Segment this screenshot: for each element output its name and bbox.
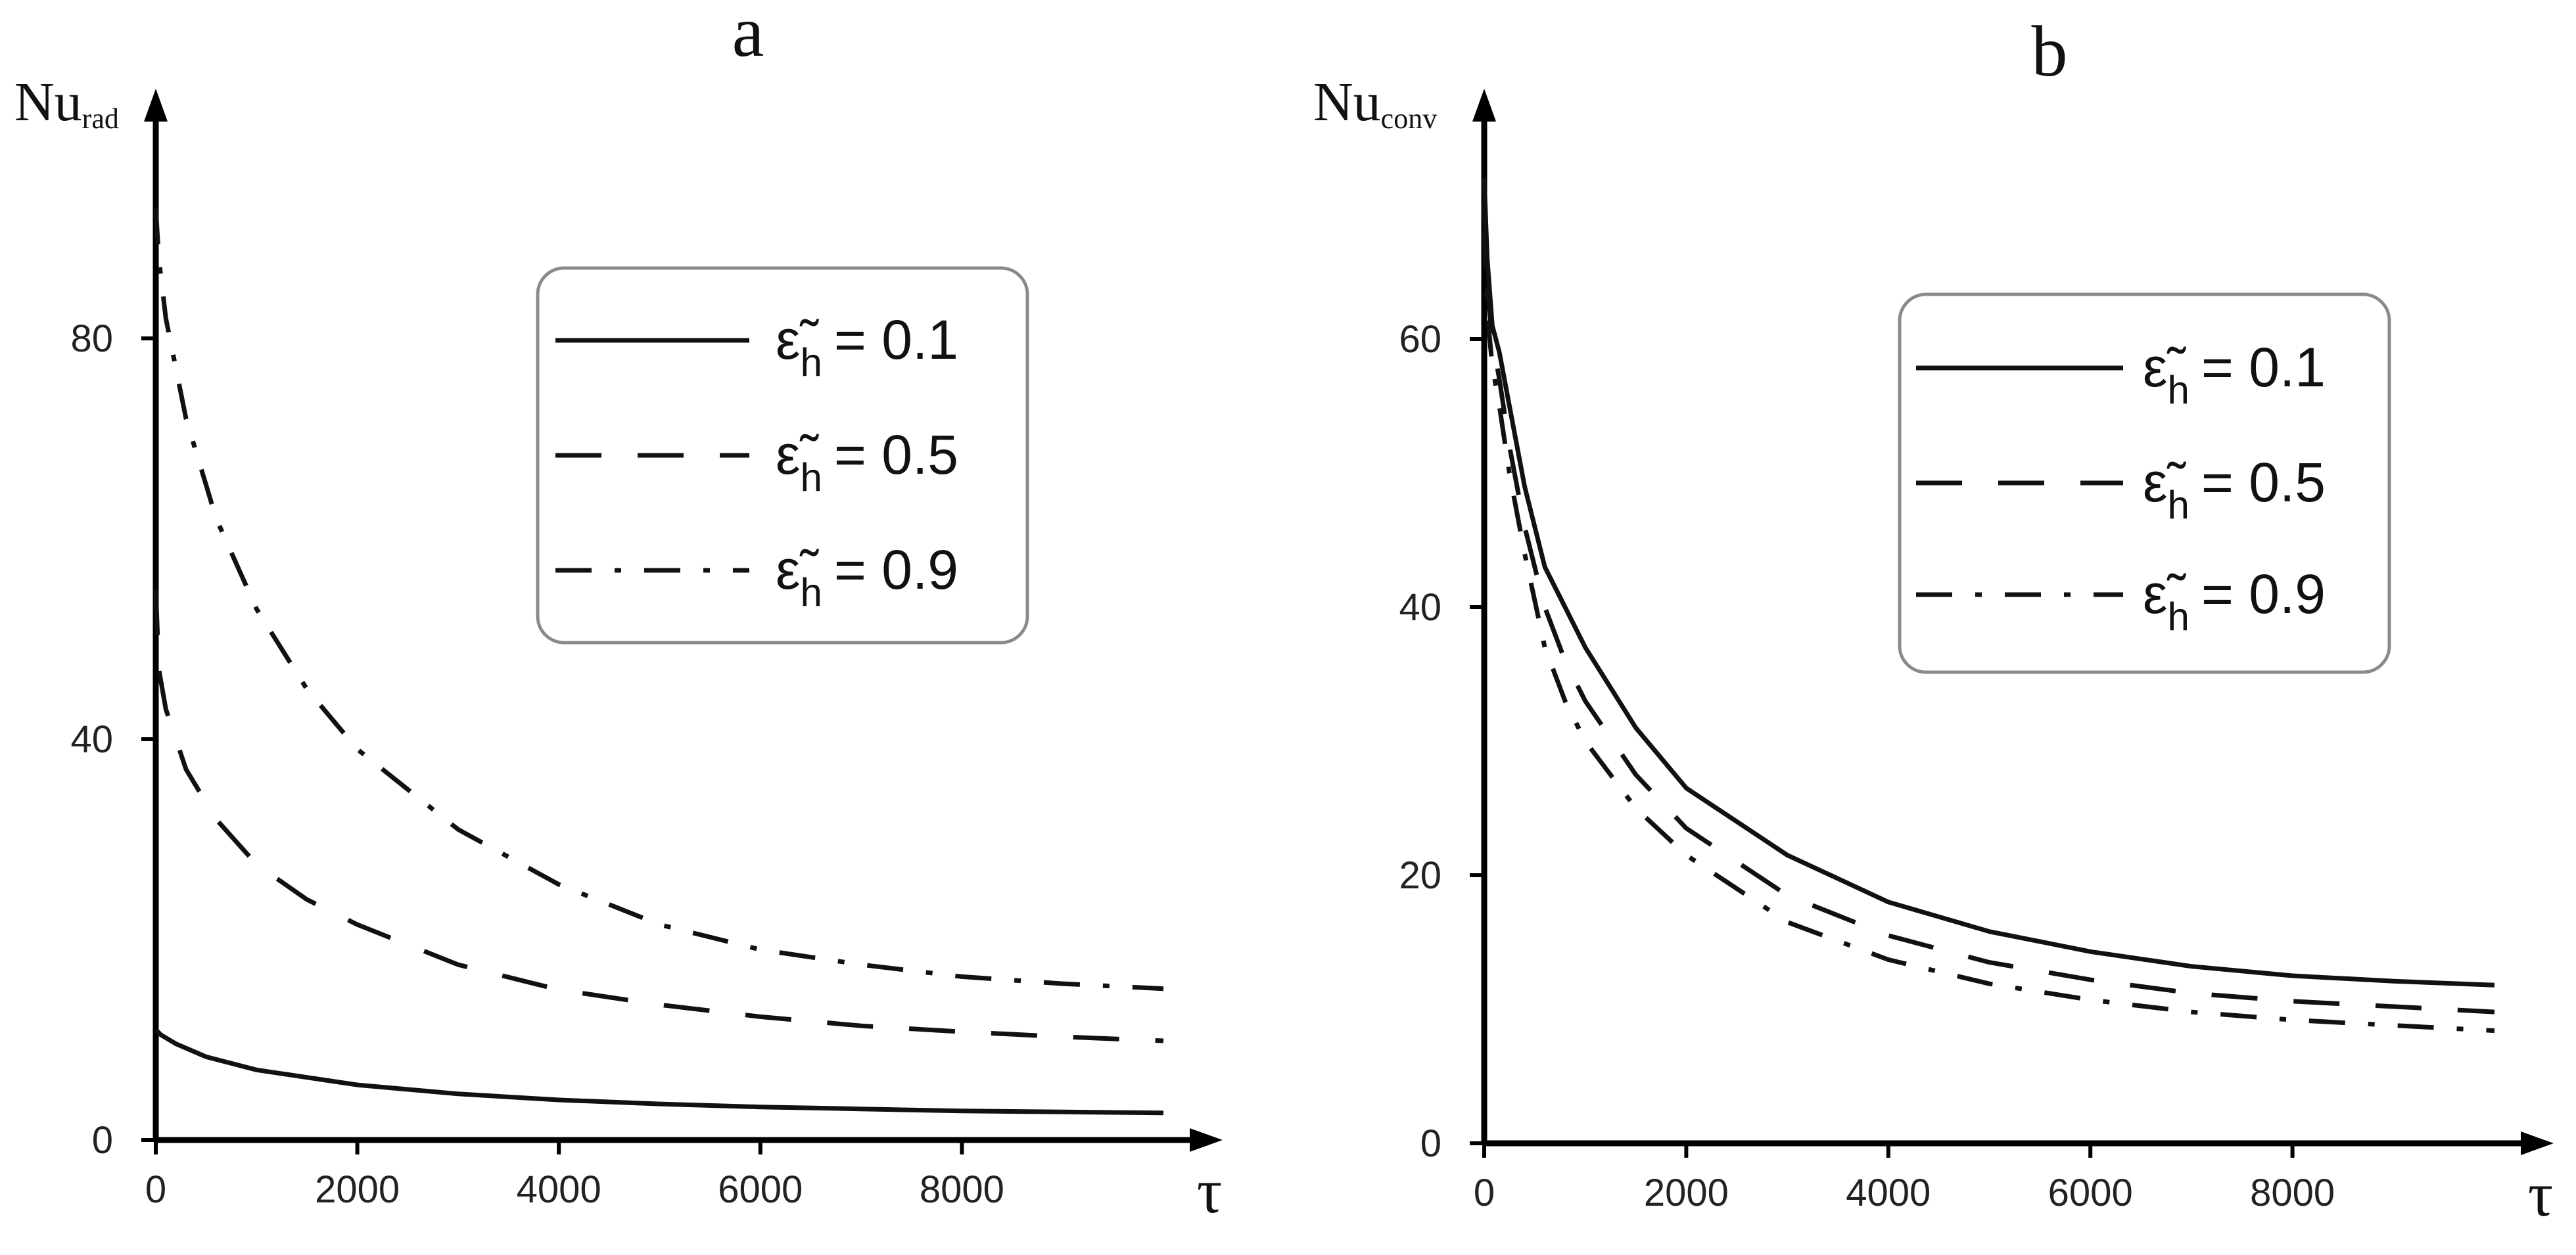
legend-entry: ε̃h = 0.5 [2143, 451, 2326, 527]
legend-entry: ε̃h = 0.9 [776, 539, 958, 614]
y-tick-label: 0 [92, 1119, 113, 1162]
y-tick-label: 60 [1399, 318, 1441, 361]
x-tick-label: 0 [1474, 1172, 1495, 1214]
legend-entry: ε̃h = 0.1 [2143, 336, 2326, 412]
x-tick-label: 2000 [315, 1168, 400, 1211]
legend: ε̃h = 0.1ε̃h = 0.5ε̃h = 0.9 [1898, 292, 2391, 674]
x-tick-label: 6000 [718, 1168, 803, 1211]
y-tick-label: 40 [70, 718, 113, 761]
x-axis-arrow [1190, 1128, 1223, 1152]
panel-letter: b [2032, 11, 2068, 91]
x-tick-label: 4000 [1846, 1172, 1931, 1214]
y-tick-label: 80 [70, 317, 113, 360]
series-line-dashdot [1482, 231, 2495, 1034]
y-tick-label: 0 [1420, 1122, 1441, 1165]
x-tick-label: 8000 [2250, 1172, 2335, 1214]
series-line-solid [154, 1028, 1164, 1116]
chart-a: a 0 2000 4000 6000 8000 0 40 80 Nurad τ ε̃h = 0.1ε̃h… [14, 0, 1223, 1226]
y-axis-label: Nuconv [1313, 72, 1437, 135]
x-tick-label: 0 [145, 1168, 166, 1211]
chart-b: b 0 2000 4000 6000 8000 0 20 40 60 Nuconv τ ε̃h = 0.1… [1313, 11, 2554, 1229]
x-axis-label: τ [2528, 1159, 2554, 1229]
panel-letter: a [732, 0, 764, 72]
x-axis-arrow [2521, 1131, 2554, 1155]
x-axis-label: τ [1197, 1156, 1223, 1226]
legend: ε̃h = 0.1ε̃h = 0.5ε̃h = 0.9 [536, 266, 1029, 645]
x-tick-label: 2000 [1644, 1172, 1729, 1214]
legend-box [1898, 292, 2391, 674]
series-line-solid [1482, 178, 2495, 988]
y-axis-arrow [144, 89, 168, 122]
y-tick-label: 20 [1399, 854, 1441, 897]
series-line-dash [1482, 204, 2495, 1015]
series-line-dashdot [153, 208, 1164, 992]
x-tick-label: 4000 [517, 1168, 601, 1211]
x-tick-label: 6000 [2048, 1172, 2133, 1214]
y-tick-label: 40 [1399, 586, 1441, 629]
series-line-dash [153, 589, 1164, 1043]
x-tick-label: 8000 [920, 1168, 1004, 1211]
y-axis-label: Nurad [14, 72, 119, 135]
y-axis-arrow [1472, 89, 1496, 122]
legend-box [536, 266, 1029, 645]
